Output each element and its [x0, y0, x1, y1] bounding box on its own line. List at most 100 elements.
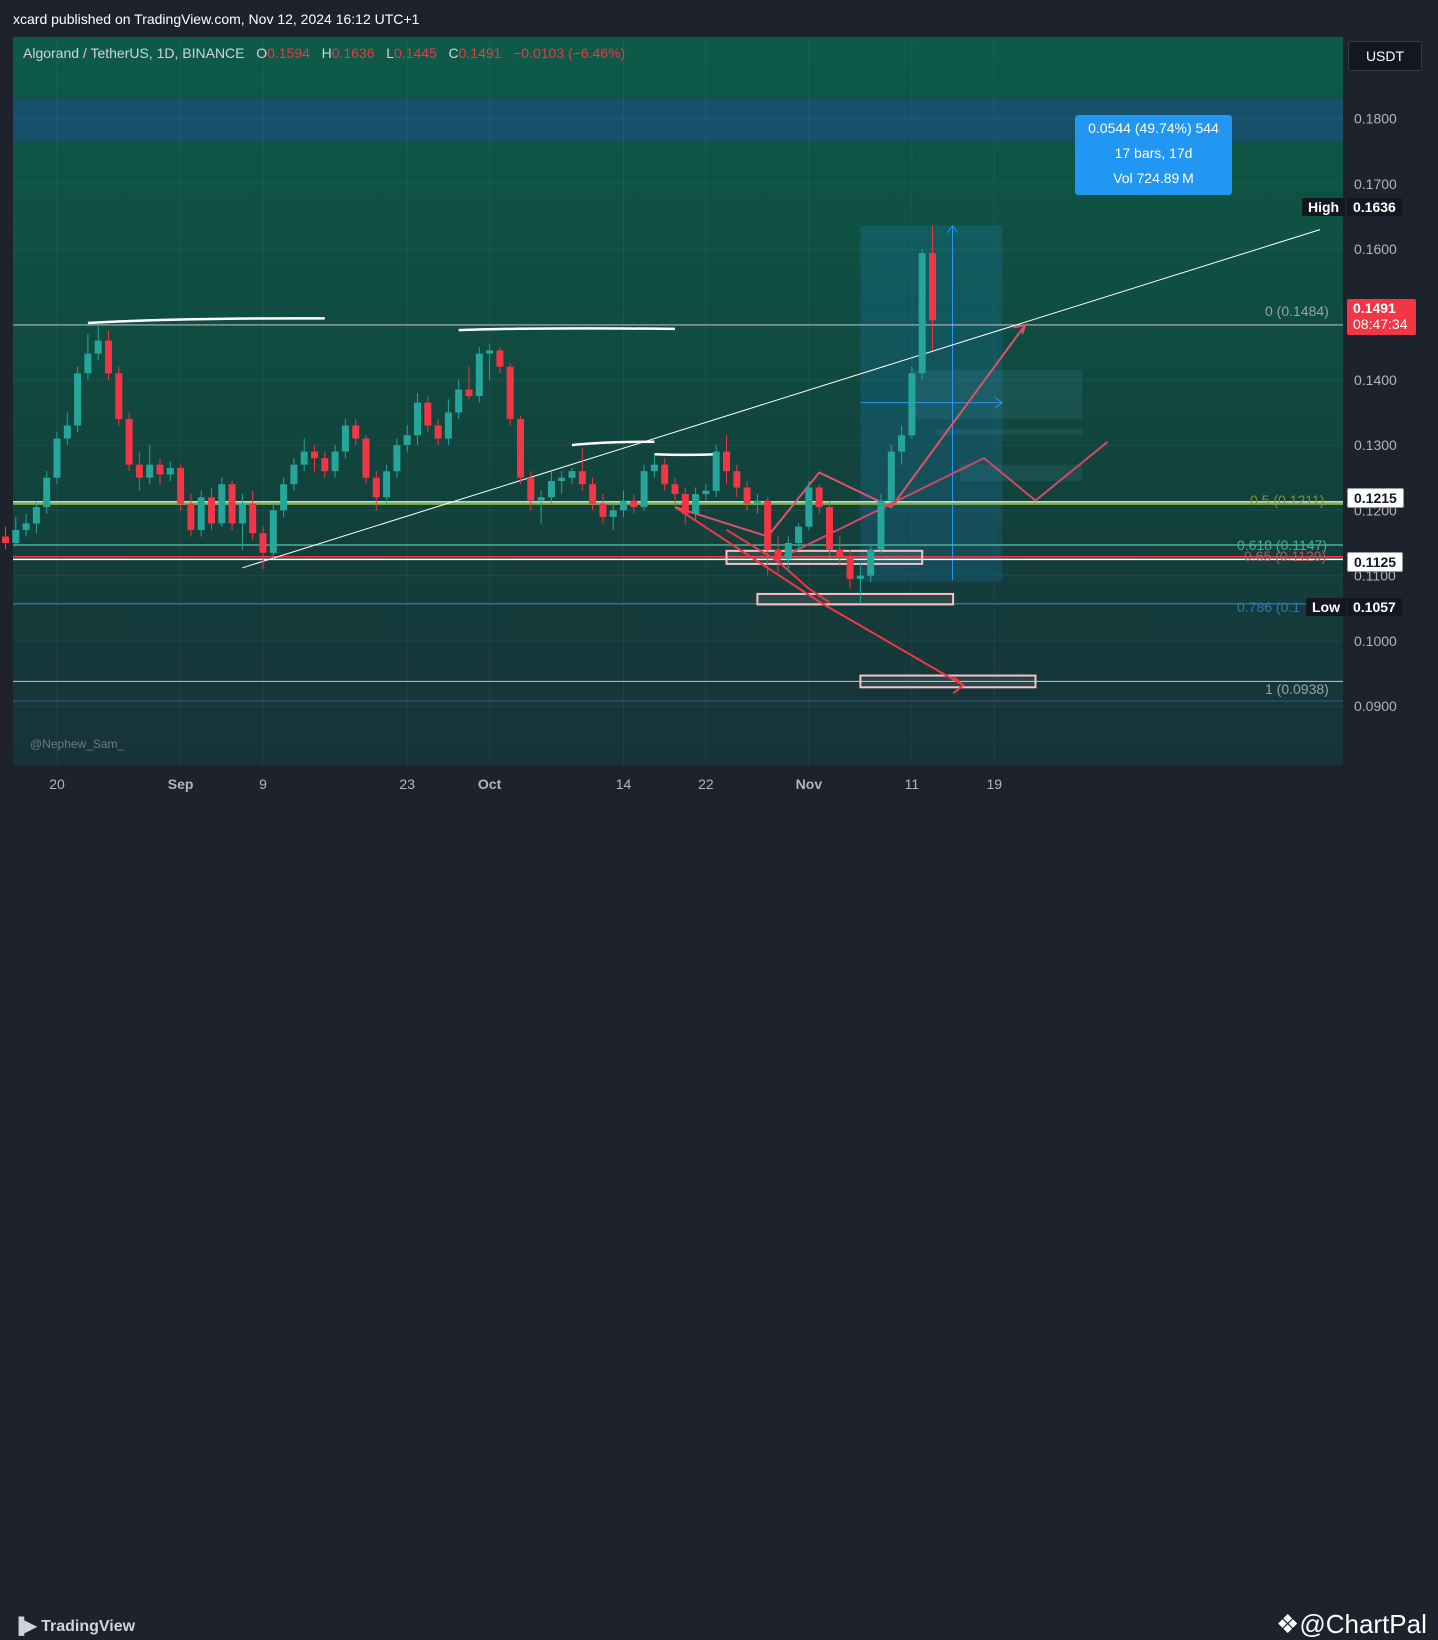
candle-body — [547, 480, 555, 498]
candle-body — [94, 340, 102, 354]
candle-body — [74, 373, 82, 426]
candle-body — [589, 484, 597, 504]
candle-body — [537, 497, 545, 501]
candle-body — [578, 471, 586, 485]
projection-arrow-up — [674, 324, 1027, 538]
price-axis[interactable] — [1343, 37, 1438, 765]
handdrawn-resistance-3 — [571, 440, 655, 447]
candle-body — [630, 500, 638, 508]
fib-065-label: 0.65 (0.1129) — [1244, 548, 1327, 564]
time-axis[interactable] — [13, 765, 1343, 801]
candle-body — [125, 418, 133, 465]
measure-line-2: 17 bars, 17d — [1114, 145, 1193, 161]
candle-body — [43, 477, 51, 508]
last-price-value: 0.1491 — [1353, 300, 1396, 316]
candle-body — [280, 484, 288, 511]
symbol-name: Algorand / TetherUS, 1D, BINANCE — [23, 45, 245, 61]
change-value: −0.0103 (−6.46%) — [513, 45, 626, 61]
candle-body — [414, 402, 421, 436]
time-tick-label: 20 — [49, 776, 65, 792]
level-1125-tag: 0.1125 — [1347, 552, 1404, 572]
handdrawn-resistance-1 — [87, 317, 325, 325]
candle-body — [32, 507, 40, 524]
time-tick-label: Sep — [168, 776, 194, 792]
last-price-tag: 0.1491 08:47:34 — [1347, 299, 1416, 335]
candle-body — [599, 503, 607, 517]
candle-body — [898, 435, 906, 452]
handdrawn-resistance-4 — [654, 452, 717, 457]
candle-body — [187, 503, 195, 530]
footer: ▐▶ TradingView ❖@ChartPal — [0, 801, 1438, 1639]
arrowhead-up — [1012, 323, 1027, 335]
handdrawn-resistance-2 — [458, 327, 676, 332]
time-tick-label: Nov — [796, 776, 823, 792]
candle-body — [805, 487, 813, 527]
candle-body — [22, 523, 30, 530]
candle-body — [238, 503, 246, 524]
measure-line-1: 0.0544 (49.74%) 544 — [1088, 120, 1219, 136]
candle-body — [269, 510, 277, 553]
candle-body — [753, 500, 761, 504]
candle-body — [105, 340, 112, 374]
fib-05-label: 0.5 (0.1211) — [1250, 492, 1325, 508]
measure-line-3: Vol 724.89 M — [1113, 170, 1194, 186]
currency-button[interactable]: USDT — [1348, 41, 1422, 71]
candle-body — [856, 575, 864, 579]
support-box-lower — [756, 592, 955, 606]
tv-logo-mark: ▐▶ — [13, 1618, 37, 1635]
candle-body — [403, 435, 411, 446]
high-tag-value: 0.1636 — [1347, 198, 1402, 216]
candle-body — [723, 451, 730, 472]
candle-body — [506, 366, 514, 419]
chartpal-text: @ChartPal — [1299, 1609, 1427, 1639]
low-tag-label: Low — [1306, 598, 1346, 616]
candle-body — [84, 353, 92, 374]
chartpal-brand: ❖@ChartPal — [1276, 1609, 1427, 1640]
author-watermark: @Nephew_Sam_ — [30, 737, 125, 751]
candle-body — [908, 373, 916, 436]
low-value: 0.1445 — [394, 45, 437, 61]
candle-body — [640, 471, 648, 508]
countdown-value: 08:47:34 — [1353, 316, 1408, 332]
candle-body — [444, 412, 452, 439]
price-range-measure[interactable]: 0.0544 (49.74%) 544 17 bars, 17d Vol 724… — [1075, 115, 1232, 195]
candle-body — [784, 543, 792, 560]
volume-profile-block — [960, 464, 1083, 481]
measure-arrow-right — [995, 397, 1004, 409]
candle-body — [455, 389, 463, 413]
candle-body — [836, 549, 844, 557]
projection-arrow-down — [674, 506, 964, 687]
candle-body — [156, 464, 164, 475]
tradingview-logo[interactable]: ▐▶ TradingView — [13, 1616, 135, 1636]
candle-body — [63, 425, 71, 439]
candle-body — [434, 425, 442, 439]
candle-body — [331, 451, 339, 472]
candle-body — [568, 471, 576, 478]
candle-body — [393, 445, 401, 472]
price-tick-label: 0.1800 — [1354, 111, 1397, 127]
candle-body — [671, 484, 679, 495]
support-box-upper — [725, 549, 924, 565]
publisher-text: xcard published on TradingView.com, Nov … — [13, 11, 420, 27]
candle-body — [2, 536, 9, 544]
symbol-legend: Algorand / TetherUS, 1D, BINANCE O0.1594… — [23, 45, 625, 61]
candle-body — [290, 464, 298, 485]
high-tag-label: High — [1302, 198, 1346, 216]
price-tick-label: 0.1400 — [1354, 372, 1397, 388]
price-tick-label: 0.1300 — [1354, 437, 1397, 453]
candle-body — [12, 529, 20, 544]
time-tick-label: 9 — [259, 776, 267, 792]
tv-logo-text: TradingView — [41, 1618, 136, 1635]
candle-body — [620, 500, 627, 511]
candle-body — [887, 451, 895, 501]
price-tick-label: 0.1000 — [1354, 633, 1397, 649]
ascending-trendline — [242, 229, 1321, 569]
close-label: C — [448, 45, 459, 61]
candle-body — [692, 494, 700, 514]
candle-body — [826, 507, 833, 550]
candle-body — [300, 451, 308, 465]
candle-body — [846, 556, 854, 579]
candle-body — [774, 549, 782, 560]
time-tick-label: 23 — [399, 776, 415, 792]
projection-arrow-inner — [725, 529, 831, 604]
